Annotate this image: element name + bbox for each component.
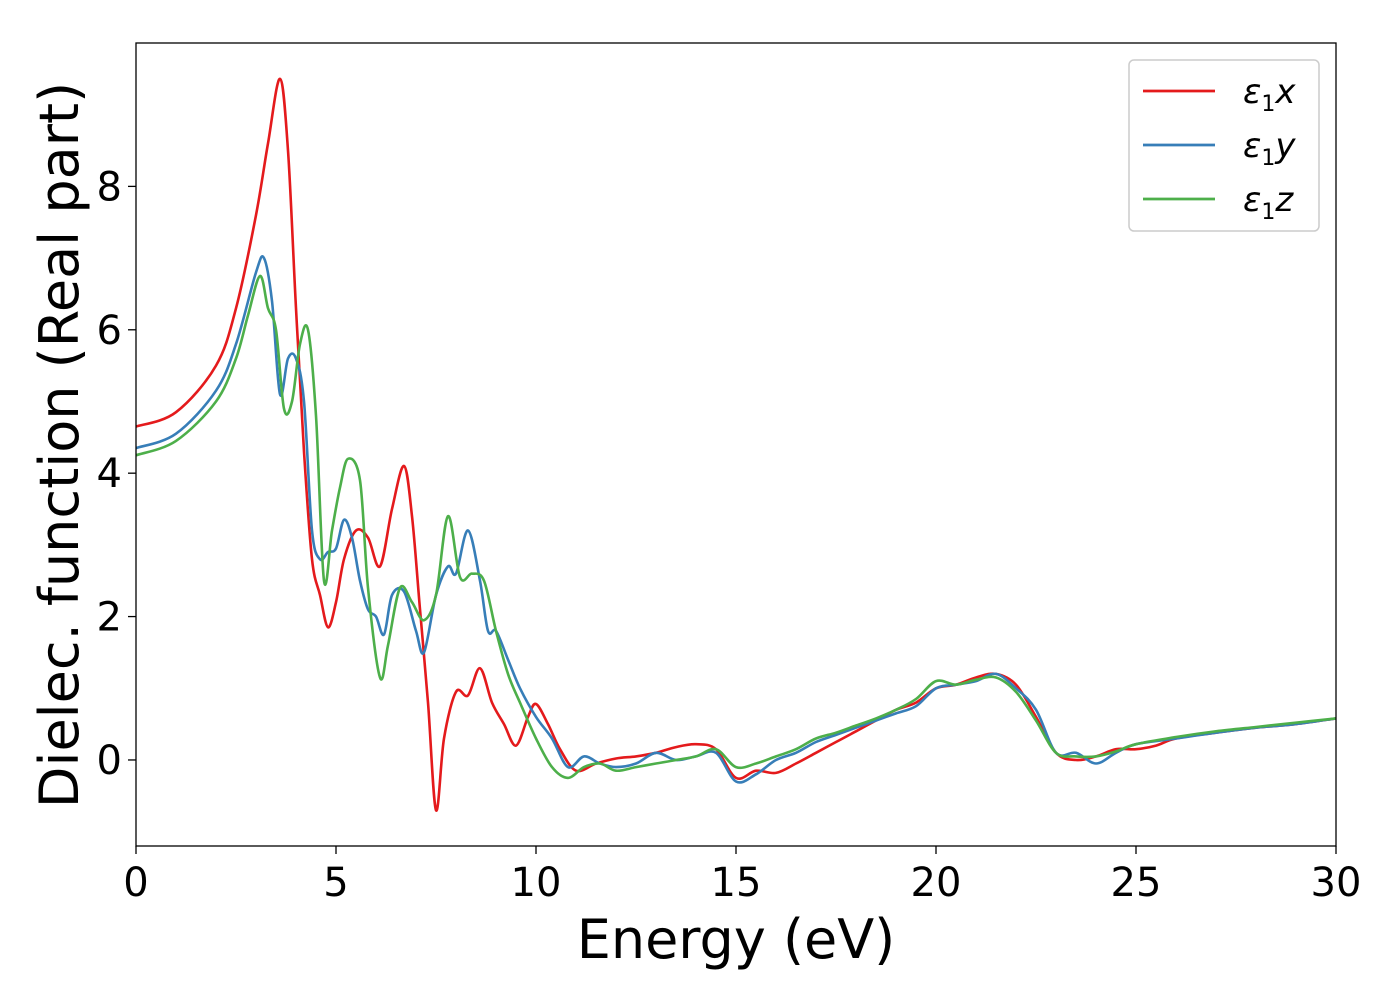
y-axis: 0 2 4 6 8: [97, 164, 136, 784]
x-tick-label: 20: [911, 860, 962, 906]
y-tick-label: 0: [97, 738, 122, 784]
series-line-2: [135, 254, 1337, 784]
y-tick-label: 8: [97, 164, 122, 210]
series-line-1: [135, 77, 1337, 812]
y-tick-label: 2: [97, 595, 122, 641]
legend: ε1x ε1y ε1z: [1128, 59, 1320, 232]
x-axis: 0 5 10 15 20 25 30: [123, 846, 1361, 906]
legend-box: [1128, 59, 1320, 232]
series-layer: [135, 77, 1337, 812]
legend-label-3: ε1z: [1243, 180, 1294, 225]
x-tick-label: 10: [511, 860, 562, 906]
x-axis-label: Energy (eV): [577, 908, 896, 971]
y-tick-label: 4: [97, 451, 122, 497]
legend-label-1: ε1x: [1243, 72, 1296, 117]
x-tick-label: 0: [123, 860, 148, 906]
legend-label-2: ε1y: [1243, 126, 1296, 171]
x-tick-label: 15: [711, 860, 762, 906]
x-tick-label: 5: [323, 860, 348, 906]
y-axis-label: Dielec. function (Real part): [28, 82, 91, 808]
x-tick-label: 25: [1111, 860, 1162, 906]
y-tick-label: 6: [97, 308, 122, 354]
series-line-3: [135, 274, 1337, 780]
x-tick-label: 30: [1311, 860, 1362, 906]
